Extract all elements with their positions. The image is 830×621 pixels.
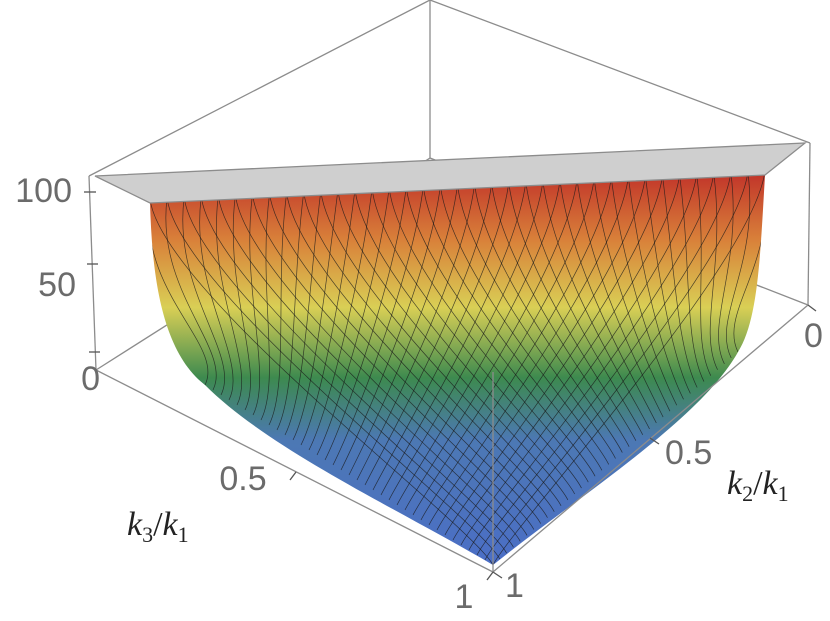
mesh-line — [679, 175, 705, 382]
mesh-line — [269, 193, 541, 524]
z-axis: 100 50 0 — [15, 172, 100, 398]
mesh-line — [696, 175, 712, 376]
y-tick-label-0: 0 — [804, 317, 823, 355]
mesh-line — [726, 175, 751, 359]
clip-plane — [94, 142, 807, 204]
mesh-line — [165, 198, 217, 391]
mesh-line — [404, 179, 578, 511]
mesh-line — [468, 175, 715, 551]
mesh-line — [150, 198, 494, 565]
mesh-line — [324, 187, 407, 461]
mesh-line — [593, 178, 671, 412]
mesh-line — [542, 181, 650, 430]
mesh-line — [150, 198, 209, 386]
mesh-line — [276, 191, 305, 431]
mesh-line — [662, 175, 698, 388]
mesh-line — [452, 175, 680, 541]
mesh-line — [348, 184, 458, 476]
surface-body — [150, 175, 765, 565]
mesh-line — [303, 191, 555, 512]
y-tick-label-1: 1 — [505, 567, 524, 605]
mesh-line — [252, 194, 535, 530]
z-tick-label-0: 0 — [81, 360, 100, 398]
mesh-line — [627, 177, 684, 400]
z-tick-label-50: 50 — [38, 266, 76, 304]
mesh-line — [476, 175, 732, 556]
z-tick-label-100: 100 — [15, 172, 72, 210]
mesh-line — [474, 184, 623, 453]
mesh-line — [645, 176, 691, 394]
mesh-line — [428, 177, 629, 526]
mesh-line — [457, 184, 616, 459]
mesh-line — [216, 195, 243, 406]
surface-mesh — [150, 175, 765, 565]
mesh-line — [268, 192, 288, 426]
mesh-line — [308, 188, 373, 451]
mesh-line — [166, 198, 501, 560]
mesh-line — [718, 175, 734, 364]
mesh-line — [610, 177, 678, 406]
mesh-line — [199, 196, 234, 401]
mesh-line — [492, 175, 765, 565]
mesh-line — [337, 190, 569, 501]
mesh-line — [232, 195, 251, 411]
y-tick-label-0.5: 0.5 — [665, 434, 712, 472]
mesh-line — [733, 175, 765, 353]
mesh-line — [559, 180, 657, 424]
mesh-line — [396, 180, 561, 506]
mesh-line — [284, 191, 322, 436]
mesh-line — [709, 175, 718, 370]
mesh-line — [182, 197, 226, 396]
mesh-line — [316, 188, 390, 456]
mesh-line — [340, 185, 441, 471]
mesh-line — [460, 175, 698, 546]
x-axis-label: k3/k1 — [127, 506, 189, 547]
mesh-line — [420, 177, 612, 521]
mesh-line — [372, 182, 510, 491]
x-tick-label-1: 1 — [455, 578, 474, 616]
mesh-line — [422, 186, 603, 471]
mesh-line — [300, 189, 356, 446]
x-tick-label-0.5: 0.5 — [219, 460, 266, 498]
mesh-line — [405, 187, 596, 477]
mesh-line — [364, 183, 493, 486]
mesh-line — [235, 195, 528, 536]
mesh-line — [484, 175, 749, 561]
mesh-line — [260, 193, 270, 421]
surface-fill — [150, 175, 765, 565]
mesh-line — [249, 194, 261, 416]
mesh-line — [332, 186, 424, 466]
mesh-line — [356, 184, 475, 481]
y-axis: 0 0.5 1 k2/k1 — [492, 304, 823, 605]
mesh-line — [292, 190, 339, 441]
y-axis-label: k2/k1 — [727, 465, 789, 506]
mesh-line — [412, 178, 595, 516]
mesh-line — [436, 176, 646, 531]
mesh-line — [286, 192, 548, 518]
mesh-line — [200, 196, 514, 548]
mesh-line — [354, 189, 575, 495]
mesh-line — [440, 185, 610, 465]
mesh-line — [576, 179, 664, 418]
mesh-line — [371, 188, 582, 489]
mesh-line — [388, 181, 544, 501]
x-axis: 0.5 1 k3/k1 — [127, 460, 494, 616]
mesh-line — [217, 195, 521, 542]
mesh-line — [491, 183, 630, 447]
mesh-line — [380, 181, 527, 496]
mesh-line — [444, 175, 663, 536]
